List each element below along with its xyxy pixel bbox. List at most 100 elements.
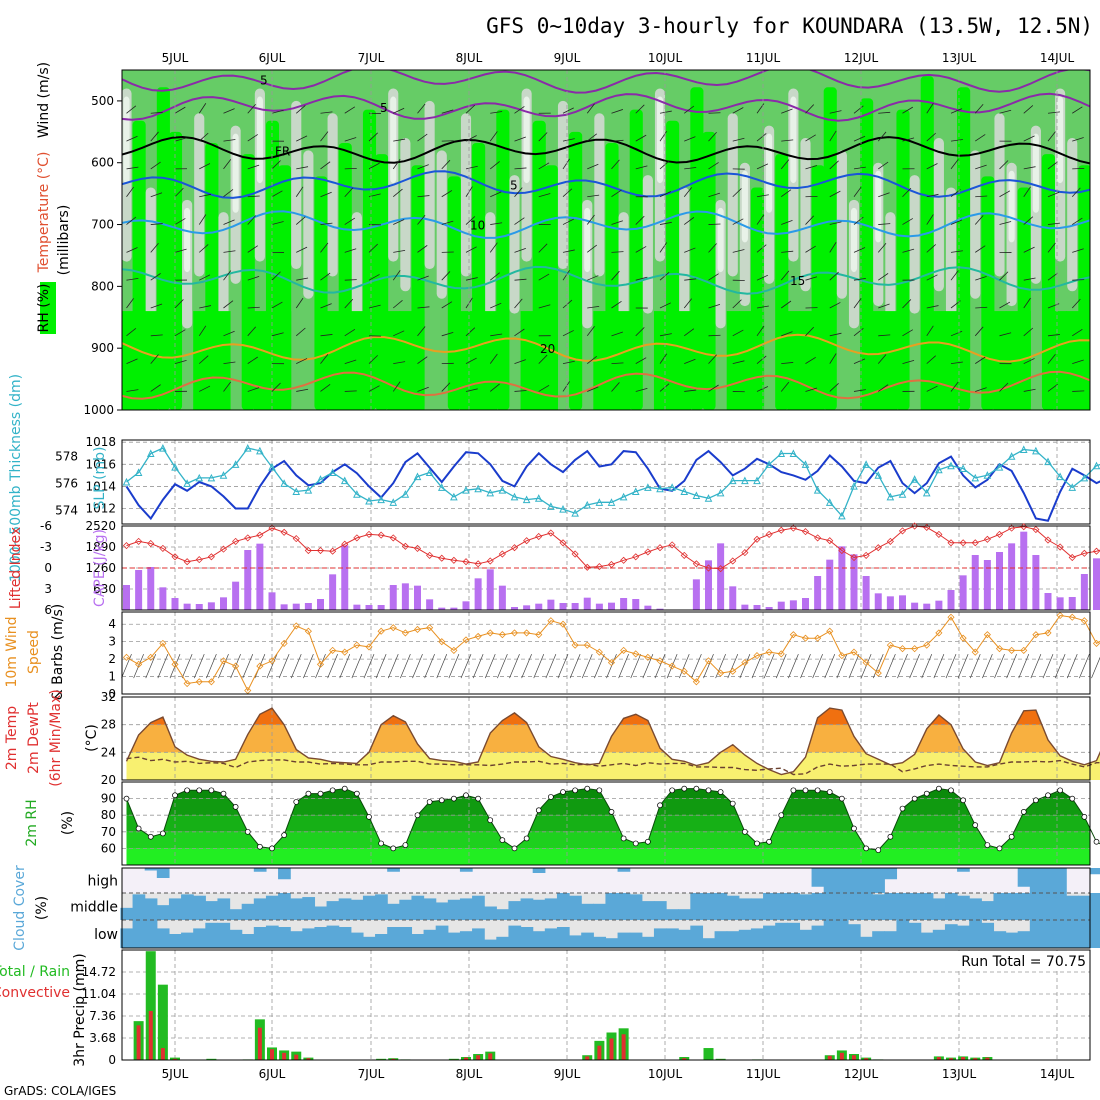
wind-barb — [199, 274, 211, 281]
wind-barb — [878, 111, 891, 114]
wind-barb-10m — [1091, 656, 1100, 679]
rh-moist-column — [241, 154, 255, 410]
cloud-bar — [144, 898, 158, 920]
temp-series — [125, 707, 1100, 776]
wind-barb — [174, 360, 187, 365]
cape-bar — [511, 607, 518, 610]
cloud-bar — [799, 929, 813, 948]
wind-barb — [126, 389, 139, 392]
top-date-labels: 5JUL 6JUL 7JUL 8JUL 9JUL 10JUL 11JUL 12JUL 13JUL… — [162, 51, 1075, 65]
thickness-point — [353, 490, 361, 498]
lifted-point — [268, 524, 276, 532]
slp-series — [125, 449, 1100, 522]
wind-barb — [805, 165, 818, 170]
wind-barb — [320, 222, 333, 225]
rh-dry-column — [194, 113, 205, 277]
wind-barb — [296, 358, 308, 364]
wind-barb — [198, 214, 207, 225]
wind-speed-point — [571, 641, 579, 649]
wind-barb-10m — [921, 653, 933, 679]
cloud-bar — [278, 927, 291, 948]
rh-field — [122, 70, 1090, 410]
cloud-bar — [726, 895, 740, 920]
wind-barb — [635, 276, 648, 281]
wind-speed-point — [947, 613, 955, 621]
thickness-point — [340, 476, 349, 485]
wind-barb — [684, 105, 695, 114]
wind-barb — [368, 132, 378, 142]
cloud-bar — [1090, 920, 1100, 948]
wind-barb — [150, 161, 161, 170]
cloud-bar — [714, 893, 728, 920]
thickness-point — [437, 483, 446, 491]
rh-low-moist — [1054, 311, 1068, 410]
thickness-point — [656, 484, 664, 493]
rh-point — [354, 790, 360, 797]
cape-bar — [498, 585, 506, 610]
cloud-bar — [666, 928, 679, 948]
cloud-bar — [278, 868, 291, 880]
wind-barb — [805, 104, 815, 114]
date-label-bottom: 14JUL — [1040, 1067, 1075, 1081]
rh-low-moist — [205, 311, 219, 410]
wind-barb — [126, 277, 139, 281]
lifted-point — [304, 546, 312, 555]
wind-barb — [1023, 246, 1035, 253]
cloud-bar — [411, 895, 425, 920]
rh-point — [960, 797, 966, 804]
wind-barb — [514, 167, 527, 170]
thickness-point — [413, 472, 422, 481]
wind-barb — [441, 159, 451, 170]
cloud-bar — [690, 925, 704, 948]
rh-point — [729, 800, 736, 807]
wind-barb-10m — [327, 653, 338, 679]
isotherm-line — [122, 265, 1090, 295]
wind-barb — [417, 326, 426, 337]
cloud-bar — [532, 868, 546, 873]
wind-barb — [465, 388, 478, 392]
cape-bar — [523, 605, 531, 610]
wind-barb — [296, 246, 308, 253]
cape-bar — [401, 583, 409, 610]
thickness-point — [486, 488, 495, 497]
rh-dry-column — [485, 212, 496, 336]
rh-low-moist — [411, 311, 425, 410]
wind-barb — [490, 222, 503, 225]
rh-moist-column — [496, 109, 510, 410]
thickness-point — [316, 475, 325, 483]
rh-point — [135, 825, 142, 832]
wind-speed-point — [995, 645, 1004, 653]
y-axis-label-pressure: (millibars) — [56, 205, 72, 276]
wind-barb — [732, 249, 745, 253]
cape-bar — [535, 603, 543, 610]
wind-barb — [223, 361, 236, 365]
cloud-bar — [472, 928, 485, 948]
wind-barb-10m — [278, 653, 290, 679]
wind-barb — [417, 195, 430, 198]
wind-barb — [1072, 106, 1083, 114]
wind-barb — [975, 245, 986, 253]
precip-tick-label: 7.36 — [89, 1009, 116, 1023]
wind-barb — [1072, 279, 1085, 281]
cape-bar — [765, 607, 773, 610]
wind-barb — [829, 332, 842, 337]
cape-bar — [741, 604, 749, 610]
precip-conv-bar — [621, 1034, 626, 1060]
wind-barb — [271, 271, 281, 281]
lifted-point — [971, 539, 979, 547]
cape-bar — [777, 601, 785, 610]
wind-barb — [247, 215, 256, 225]
wind-barb — [344, 137, 357, 142]
cloud-bar — [181, 932, 194, 948]
wind-speed-point — [692, 678, 700, 686]
rh-point — [317, 790, 324, 797]
cloud-bar — [860, 893, 873, 920]
lifted-point — [438, 554, 446, 562]
thickness-point — [425, 468, 434, 477]
thickness-point — [292, 487, 301, 495]
rh-point — [705, 787, 712, 794]
wind-barb — [393, 330, 405, 337]
wind-barb — [611, 382, 620, 392]
wind-barb — [684, 328, 695, 337]
wind-barb — [1071, 187, 1081, 197]
